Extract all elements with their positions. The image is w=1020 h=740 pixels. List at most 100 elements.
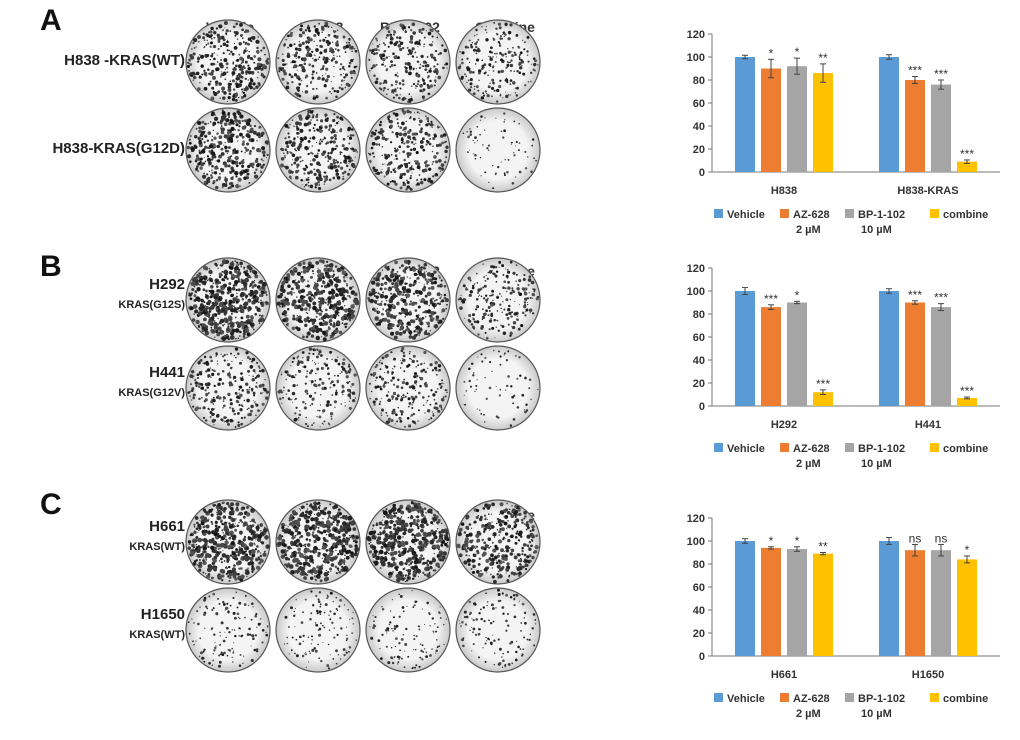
colony-dish — [275, 257, 361, 343]
legend-swatch — [930, 443, 939, 452]
legend-swatch — [845, 443, 854, 452]
legend-label: 2 µM — [796, 458, 821, 470]
colony-dish — [185, 257, 271, 343]
legend-label: BP-1-102 — [858, 693, 905, 705]
legend-label: 10 µM — [861, 458, 892, 470]
cell-line-label: H1650 KRAS(WT) — [129, 606, 185, 641]
bar — [879, 541, 899, 656]
bar — [813, 392, 833, 406]
significance-label: * — [965, 543, 970, 557]
legend-label: 10 µM — [861, 708, 892, 720]
significance-label: ** — [818, 540, 828, 554]
x-category-label: H441 — [915, 419, 941, 431]
bar — [931, 307, 951, 406]
legend-label: AZ-628 — [793, 443, 830, 455]
colony-dish — [365, 499, 451, 585]
cell-line-label: H441 KRAS(G12V) — [118, 364, 185, 399]
y-tick-label: 100 — [687, 52, 705, 64]
y-tick-label: 120 — [687, 513, 705, 525]
y-tick-label: 100 — [687, 536, 705, 548]
y-tick-label: 60 — [693, 98, 705, 110]
y-tick-label: 100 — [687, 286, 705, 298]
bar — [957, 559, 977, 656]
y-tick-label: 20 — [693, 378, 705, 390]
bar — [735, 541, 755, 656]
legend-swatch — [845, 693, 854, 702]
y-tick-label: 60 — [693, 582, 705, 594]
legend-swatch — [714, 693, 723, 702]
colony-dish — [365, 19, 451, 105]
bar — [761, 307, 781, 406]
significance-label: * — [769, 46, 774, 60]
panel-letter-c: C — [40, 488, 62, 521]
legend-label: AZ-628 — [793, 693, 830, 705]
legend-label: AZ-628 — [793, 209, 830, 221]
legend-swatch — [780, 443, 789, 452]
legend-swatch — [714, 209, 723, 218]
y-tick-label: 20 — [693, 144, 705, 156]
bar — [879, 57, 899, 172]
x-category-label: H1650 — [912, 669, 944, 681]
legend-label: 10 µM — [861, 224, 892, 236]
significance-label: *** — [908, 64, 922, 78]
legend-swatch — [780, 209, 789, 218]
bar — [813, 553, 833, 656]
bar — [879, 291, 899, 406]
significance-label: *** — [934, 291, 948, 305]
colony-dish — [275, 587, 361, 673]
x-category-label: H292 — [771, 419, 797, 431]
colony-dish — [275, 107, 361, 193]
colony-dish — [455, 107, 541, 193]
bar — [905, 550, 925, 656]
bar — [735, 57, 755, 172]
significance-label: ns — [909, 531, 922, 545]
bar — [957, 161, 977, 172]
y-tick-label: 80 — [693, 309, 705, 321]
colony-dish — [275, 19, 361, 105]
legend-label: 2 µM — [796, 708, 821, 720]
cell-line-label: H661 KRAS(WT) — [129, 518, 185, 553]
colony-dish — [275, 499, 361, 585]
significance-label: * — [795, 288, 800, 302]
legend-label: BP-1-102 — [858, 443, 905, 455]
cell-line-label: H292 KRAS(G12S) — [118, 276, 185, 311]
y-tick-label: 120 — [687, 263, 705, 275]
legend-swatch — [930, 693, 939, 702]
bar — [787, 66, 807, 172]
colony-dish — [365, 257, 451, 343]
legend-label: Vehicle — [727, 693, 765, 705]
cell-line-label: H838 -KRAS(WT) — [64, 52, 185, 69]
bar — [813, 73, 833, 172]
bar — [957, 397, 977, 406]
y-tick-label: 0 — [699, 651, 705, 663]
colony-dish — [455, 257, 541, 343]
significance-label: *** — [908, 288, 922, 302]
legend-swatch — [714, 443, 723, 452]
legend-swatch — [930, 209, 939, 218]
legend-label: BP-1-102 — [858, 209, 905, 221]
colony-dish — [365, 345, 451, 431]
colony-dish — [365, 587, 451, 673]
panel-letter-b: B — [40, 250, 62, 283]
significance-label: * — [795, 45, 800, 59]
y-tick-label: 120 — [687, 29, 705, 41]
significance-label: *** — [960, 147, 974, 161]
cell-line-label: H838-KRAS(G12D) — [52, 140, 185, 157]
bar — [735, 291, 755, 406]
significance-label: ns — [935, 531, 948, 545]
legend-label: Vehicle — [727, 209, 765, 221]
legend-label: 2 µM — [796, 224, 821, 236]
colony-dish — [185, 107, 271, 193]
bar — [931, 550, 951, 656]
y-tick-label: 40 — [693, 121, 705, 133]
y-tick-label: 40 — [693, 605, 705, 617]
bar — [905, 80, 925, 172]
y-tick-label: 20 — [693, 628, 705, 640]
significance-label: *** — [960, 384, 974, 398]
significance-label: * — [795, 534, 800, 548]
colony-dish — [275, 345, 361, 431]
legend-label: combine — [943, 693, 988, 705]
